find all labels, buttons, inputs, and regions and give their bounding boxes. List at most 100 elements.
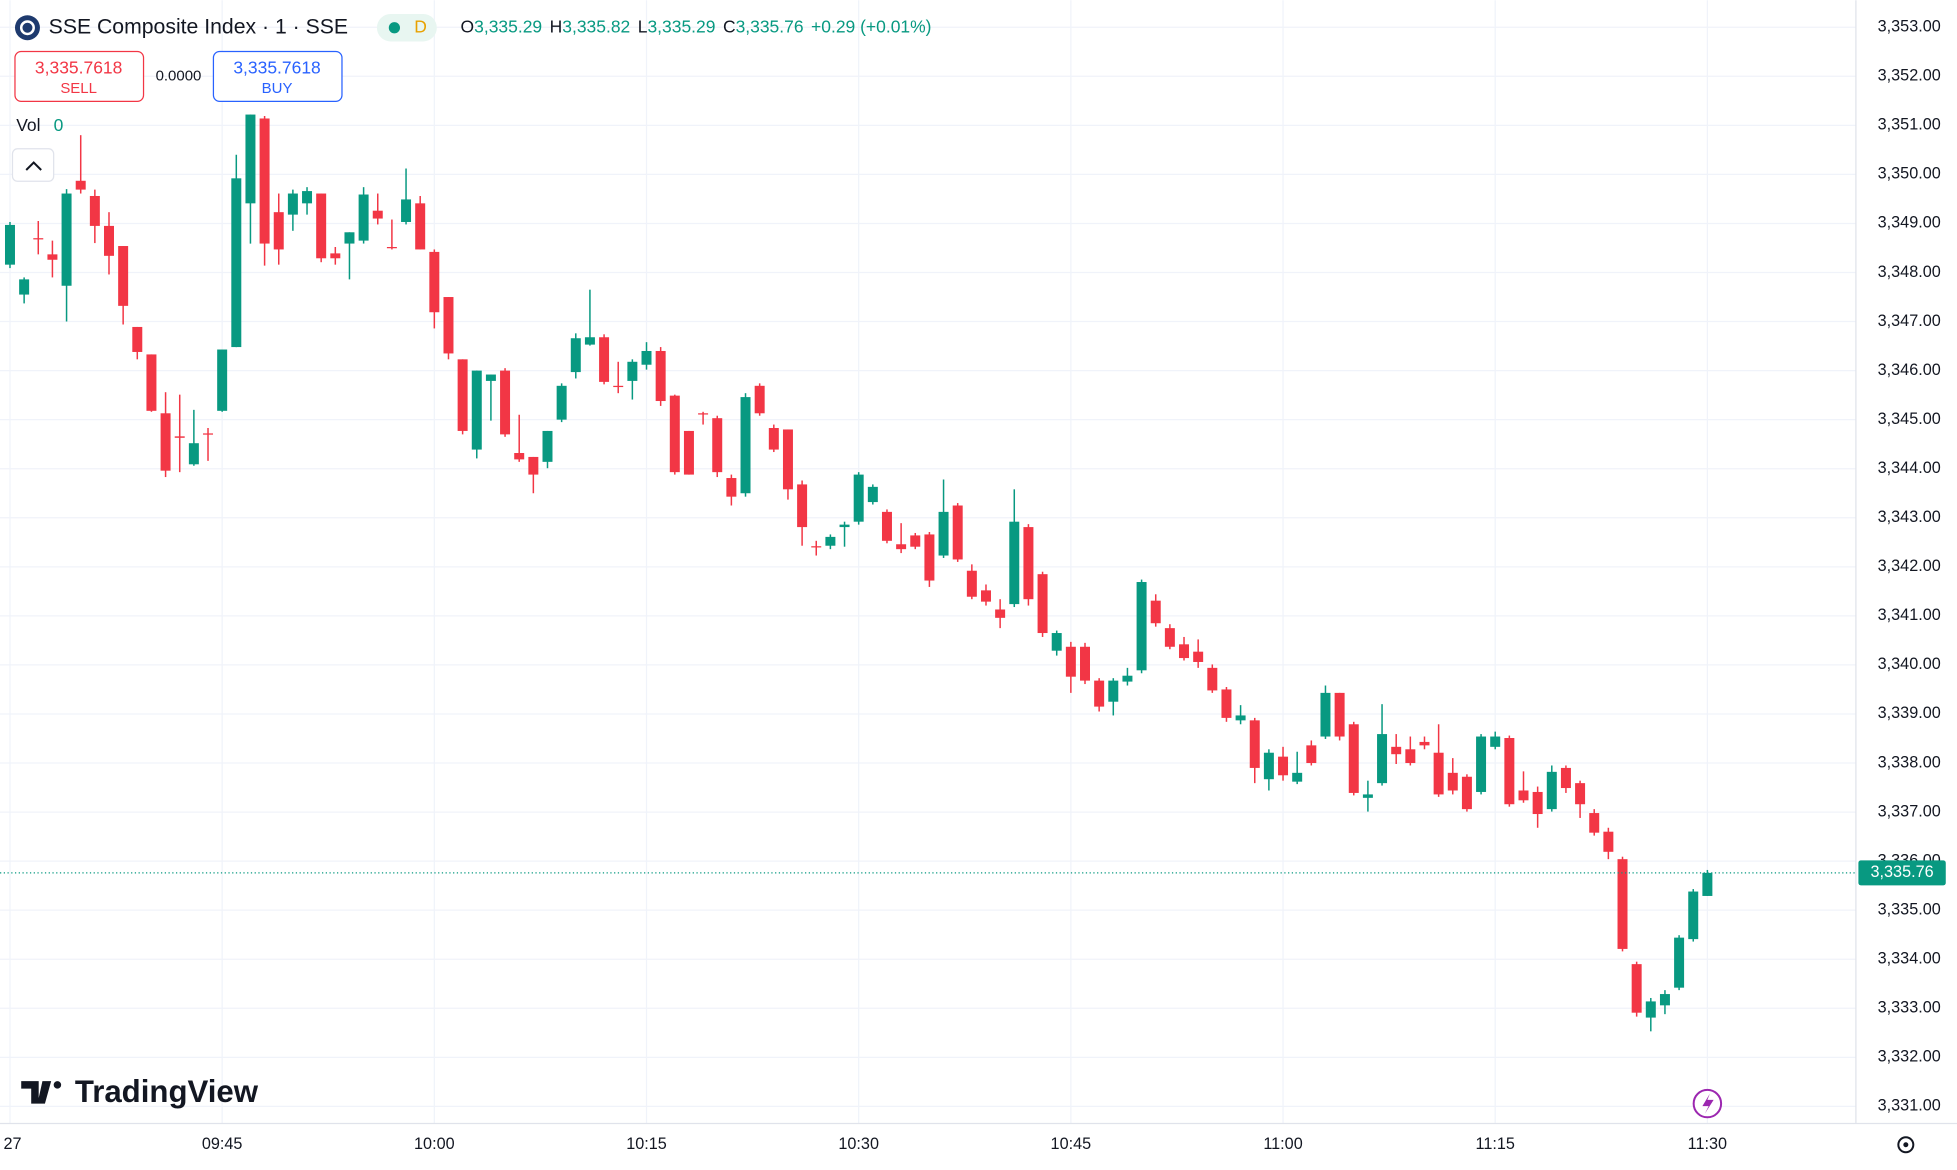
symbol-title[interactable]: SSE Composite Index · 1 · SSE: [49, 15, 348, 38]
x-tick-label: 09:45: [202, 1135, 243, 1153]
candle-body: [613, 385, 624, 388]
candle-body: [1419, 741, 1430, 746]
candle-body: [1702, 872, 1713, 896]
candle-body: [401, 199, 412, 222]
candle-body: [966, 570, 977, 597]
candle-body: [910, 535, 921, 547]
ohlc-legend: O3,335.29 H3,335.82 L3,335.29 C3,335.76 +0.2…: [461, 16, 932, 36]
candle-body: [415, 203, 426, 250]
axes: 3,331.00 3,332.00 3,333.00 3,334.00 3,335.00…: [0, 18, 1946, 1153]
candle-body: [188, 443, 199, 465]
candle-body: [839, 524, 850, 528]
spread: 0.0000: [156, 67, 202, 84]
candle-body: [797, 484, 808, 528]
candle-body: [33, 238, 44, 240]
y-tick-label: 3,347.00: [1878, 312, 1941, 330]
candle-body: [782, 429, 793, 490]
candle-body: [1447, 772, 1458, 791]
candle-body: [1023, 527, 1034, 600]
candle-body: [556, 385, 567, 420]
candle-body: [1688, 891, 1699, 940]
buy-button[interactable]: [212, 50, 343, 102]
candles: [4, 114, 1713, 1032]
buy-price: 3,335.7618: [233, 58, 320, 78]
x-tick-label: 10:15: [626, 1135, 667, 1153]
candle-body: [1080, 646, 1090, 681]
ohlc-value: 3,335.29: [474, 16, 542, 36]
candle-body: [995, 609, 1006, 618]
volume-value: 0: [54, 115, 64, 135]
volume-label: Vol: [16, 115, 40, 135]
x-tick-label: 11:30: [1688, 1135, 1727, 1153]
sell-button[interactable]: [14, 50, 145, 102]
ohlc-value: 3,335.76: [736, 16, 804, 36]
candle-body: [358, 194, 369, 241]
x-tick-label: 27: [3, 1135, 21, 1153]
candle-body: [627, 361, 638, 381]
y-tick-label: 3,334.00: [1878, 950, 1941, 968]
candle-body: [1518, 790, 1529, 801]
candle-body: [1405, 749, 1416, 764]
delay-badge[interactable]: D: [414, 16, 427, 36]
candle-body: [273, 212, 284, 250]
ohlc-key: C: [723, 16, 736, 36]
candle-body: [259, 118, 270, 244]
candle-body: [1433, 752, 1444, 795]
brand-logo-dot: [53, 1081, 62, 1089]
lightning-icon: [1702, 1093, 1714, 1114]
candle-body: [1037, 574, 1048, 634]
candle-body: [386, 247, 397, 249]
candle-body: [1461, 776, 1472, 810]
x-tick-label: 10:30: [838, 1135, 879, 1153]
candle-body: [1179, 644, 1190, 659]
candle-body: [938, 511, 949, 556]
candle-body: [443, 297, 454, 354]
candle-body: [1094, 680, 1105, 707]
candle-body: [231, 178, 242, 348]
candle-body: [104, 225, 114, 256]
brand-name: TradingView: [75, 1074, 259, 1109]
candle-body: [740, 397, 751, 494]
candle-body: [712, 418, 723, 473]
y-tick-label: 3,345.00: [1878, 410, 1941, 428]
settings-button[interactable]: [1897, 1136, 1915, 1154]
y-tick-label: 3,353.00: [1878, 18, 1941, 36]
candle-body: [980, 590, 991, 602]
candle-body: [669, 395, 680, 473]
candle-body: [1221, 689, 1232, 718]
buy-label: BUY: [262, 80, 293, 97]
candle-body: [584, 337, 595, 345]
candle-body: [1334, 692, 1345, 737]
candle-body: [811, 546, 822, 548]
candle-body: [146, 354, 157, 411]
collapse-button[interactable]: [11, 148, 55, 182]
sell-label: SELL: [60, 80, 97, 97]
candle-body: [1051, 633, 1062, 651]
candle-body: [302, 191, 313, 204]
y-tick-label: 3,350.00: [1878, 165, 1941, 183]
candle-body: [1263, 752, 1274, 780]
candle-body: [1391, 746, 1402, 755]
candle-body: [853, 474, 864, 522]
candle-body: [1631, 964, 1642, 1013]
candle-body: [132, 326, 143, 352]
y-tick-label: 3,339.00: [1878, 704, 1941, 722]
candle-body: [1560, 767, 1571, 789]
candle-body: [485, 374, 496, 381]
candle-body: [1249, 720, 1260, 768]
candle-body: [1292, 772, 1303, 782]
candle-body: [1490, 736, 1501, 747]
candle-body: [655, 350, 666, 402]
candle-body: [683, 430, 694, 475]
y-tick-label: 3,335.00: [1878, 900, 1941, 918]
symbol-logo-mark: [19, 20, 35, 36]
x-tick-label: 11:00: [1263, 1135, 1302, 1153]
candle-body: [1377, 734, 1388, 784]
candle-body: [1306, 745, 1317, 764]
candle-body: [316, 193, 327, 259]
candle-body: [1108, 680, 1119, 702]
candle-body: [287, 193, 298, 215]
y-tick-label: 3,333.00: [1878, 999, 1941, 1017]
candle-body: [698, 413, 709, 415]
